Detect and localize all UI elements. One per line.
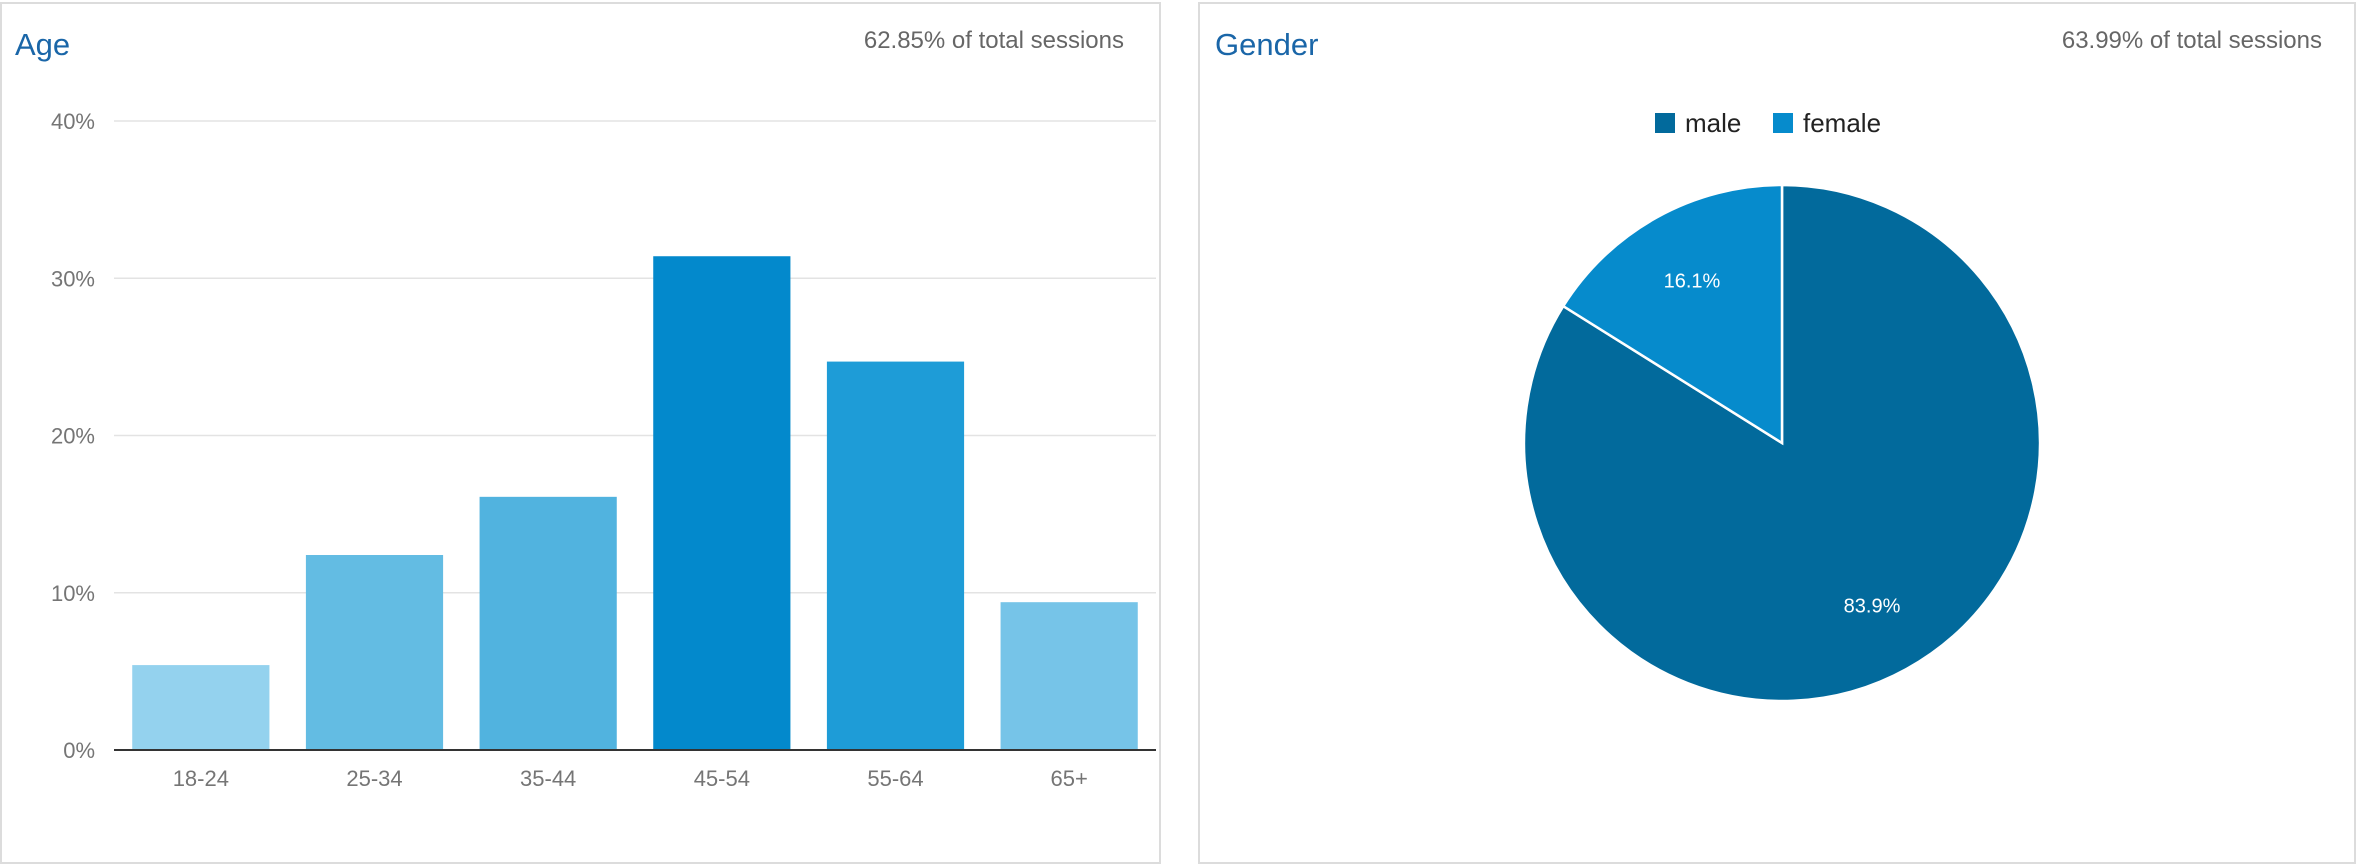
bar-45-54 [653,256,791,750]
x-tick-label: 45-54 [694,766,750,791]
gender-chart-panel: Gender 63.99% of total sessions male fema… [1198,2,2356,864]
age-panel-title: Age [15,27,71,62]
bar-65+ [1000,602,1138,750]
legend-swatch-female [1773,113,1793,133]
pie-slice-female [1561,183,1784,446]
x-tick-label: 25-34 [346,766,402,791]
age-sessions-share: 62.85% of total sessions [863,27,1124,54]
x-tick-label: 65+ [1051,766,1088,791]
x-tick-label: 55-64 [867,766,923,791]
legend-swatch-male [1655,113,1675,133]
gender-pie-chart: male female 83.9% 16.1% [1522,108,2042,703]
y-tick-label: 30% [51,266,95,291]
bar-55-64 [826,361,965,750]
x-tick-label: 35-44 [520,766,576,791]
bar-25-34 [305,555,444,750]
pie-legend: male female [1655,108,1881,138]
y-tick-label: 10% [51,581,95,606]
x-tick-label: 18-24 [173,766,229,791]
legend-label-female: female [1803,108,1881,138]
slice-label-female: 16.1% [1664,270,1721,292]
bar-35-44 [479,496,617,750]
y-tick-label: 20% [51,424,95,449]
legend-label-male: male [1685,108,1741,138]
y-tick-label: 0% [63,738,95,763]
gender-panel-title: Gender [1215,27,1319,62]
slice-label-male: 83.9% [1844,596,1901,618]
gender-sessions-share: 63.99% of total sessions [2061,27,2322,54]
age-bar-chart: 0% 10% 20% 30% 40% 18-24 25-34 35-44 45-54 55-64 6… [51,109,1156,791]
bar-18-24 [132,665,270,750]
age-chart-panel: Age 62.85% of total sessions 0% 10% 20% 30%… [0,2,1161,864]
y-tick-label: 40% [51,109,95,134]
